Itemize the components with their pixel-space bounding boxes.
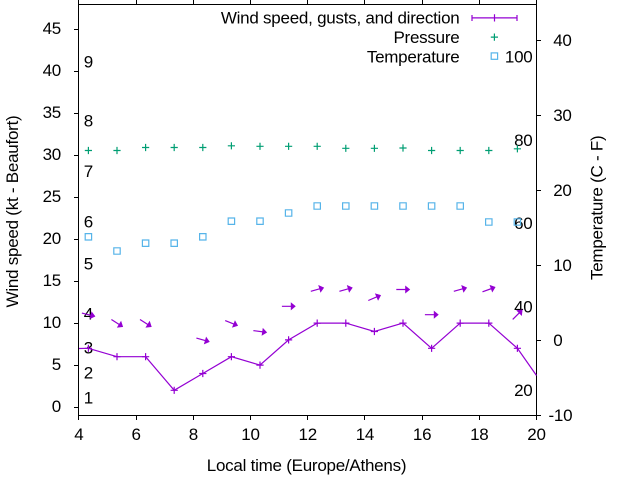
svg-text:40: 40 — [514, 298, 532, 317]
svg-text:40: 40 — [43, 61, 61, 80]
svg-text:Pressure: Pressure — [393, 28, 459, 47]
svg-text:20: 20 — [43, 229, 61, 248]
svg-text:6: 6 — [131, 425, 140, 444]
svg-text:0: 0 — [553, 331, 562, 350]
svg-text:Local time (Europe/Athens): Local time (Europe/Athens) — [207, 456, 407, 475]
svg-text:100: 100 — [505, 48, 533, 67]
svg-text:Temperature: Temperature — [367, 47, 460, 66]
svg-text:Wind speed, gusts, and directi: Wind speed, gusts, and direction — [221, 9, 460, 28]
svg-text:45: 45 — [43, 19, 61, 38]
svg-text:8: 8 — [84, 112, 93, 131]
svg-text:20: 20 — [514, 381, 532, 400]
svg-text:30: 30 — [43, 145, 61, 164]
svg-text:7: 7 — [84, 162, 93, 181]
svg-text:18: 18 — [470, 425, 488, 444]
svg-text:14: 14 — [356, 425, 374, 444]
svg-text:9: 9 — [84, 53, 93, 72]
svg-text:10: 10 — [241, 425, 259, 444]
svg-text:Wind speed (kt - Beaufort): Wind speed (kt - Beaufort) — [3, 116, 22, 308]
svg-text:20: 20 — [553, 181, 571, 200]
svg-text:10: 10 — [43, 313, 61, 332]
svg-text:2: 2 — [84, 364, 93, 383]
svg-text:30: 30 — [553, 106, 571, 125]
svg-text:20: 20 — [527, 425, 545, 444]
svg-text:4: 4 — [74, 425, 83, 444]
svg-text:12: 12 — [298, 425, 316, 444]
svg-text:25: 25 — [43, 187, 61, 206]
svg-text:60: 60 — [514, 214, 532, 233]
svg-text:8: 8 — [189, 425, 198, 444]
svg-text:40: 40 — [553, 31, 571, 50]
svg-text:5: 5 — [84, 254, 93, 273]
svg-text:80: 80 — [514, 131, 532, 150]
svg-text:0: 0 — [52, 397, 61, 416]
svg-text:15: 15 — [43, 271, 61, 290]
svg-text:10: 10 — [553, 256, 571, 275]
svg-text:-10: -10 — [549, 406, 573, 425]
svg-text:35: 35 — [43, 103, 61, 122]
svg-text:Temperature (C - F): Temperature (C - F) — [587, 136, 606, 280]
svg-text:5: 5 — [52, 355, 61, 374]
svg-text:16: 16 — [413, 425, 431, 444]
svg-text:1: 1 — [84, 389, 93, 408]
svg-text:6: 6 — [84, 212, 93, 231]
